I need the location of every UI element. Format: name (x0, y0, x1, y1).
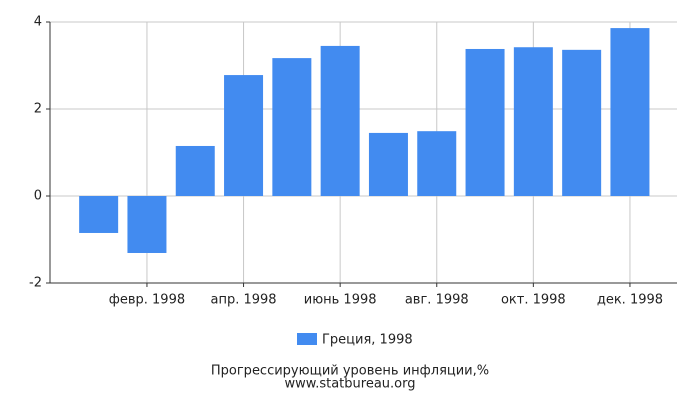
source: www.statbureau.org (285, 377, 416, 392)
legend-swatch (297, 333, 317, 345)
bar (465, 48, 505, 196)
bar (610, 28, 650, 197)
x-tick-label: февр. 1998 (109, 293, 185, 308)
bar (175, 145, 215, 196)
y-tick-label: 2 (34, 102, 42, 117)
x-tick-label: июнь 1998 (304, 293, 377, 308)
y-tick-label: -2 (29, 276, 42, 291)
bar (368, 132, 408, 196)
y-tick-label: 4 (34, 15, 42, 30)
chart-title: Прогрессирующий уровень инфляции,% (211, 364, 489, 379)
x-tick-label: апр. 1998 (211, 293, 277, 308)
bar (224, 75, 264, 196)
bar (513, 47, 553, 197)
bar (272, 58, 312, 197)
bar (127, 196, 167, 253)
x-tick-label: дек. 1998 (597, 293, 663, 308)
bar (562, 49, 602, 197)
legend-label: Греция, 1998 (322, 333, 413, 348)
x-tick-label: авг. 1998 (405, 293, 469, 308)
bar (417, 131, 457, 196)
y-tick-label: 0 (34, 189, 42, 204)
bar (320, 45, 360, 196)
bar (79, 196, 119, 233)
x-tick-label: окт. 1998 (501, 293, 566, 308)
